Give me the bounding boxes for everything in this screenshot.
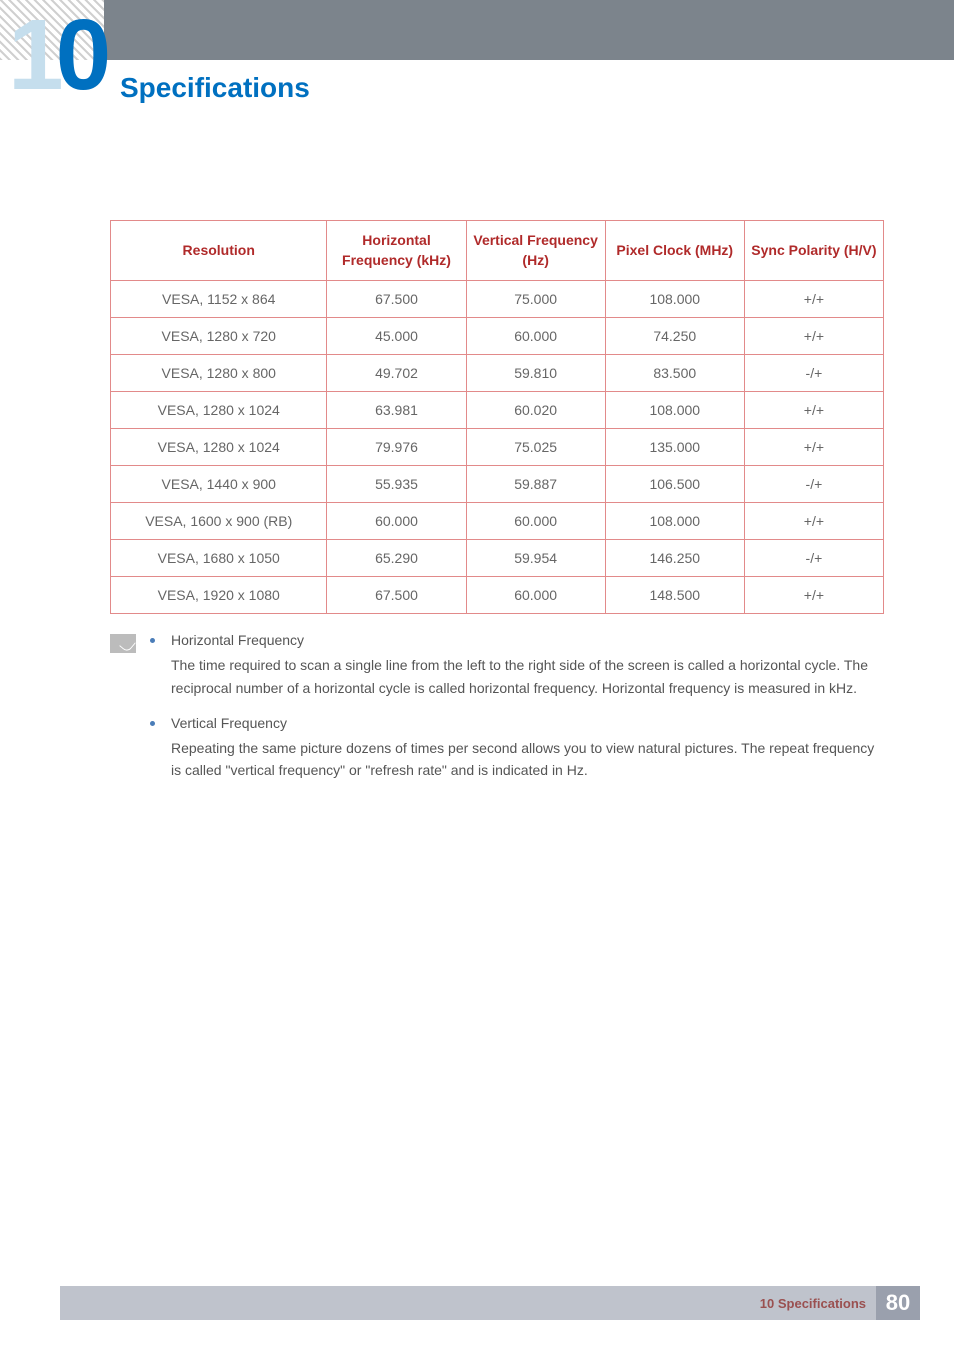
- spec-table: Resolution Horizontal Frequency (kHz) Ve…: [110, 220, 884, 614]
- cell-vfreq: 59.954: [466, 540, 605, 577]
- bullet-icon: [150, 721, 155, 726]
- table-row: VESA, 1920 x 1080 67.500 60.000 148.500 …: [111, 577, 884, 614]
- cell-pclk: 108.000: [605, 392, 744, 429]
- table-row: VESA, 1280 x 800 49.702 59.810 83.500 -/…: [111, 355, 884, 392]
- cell-pclk: 83.500: [605, 355, 744, 392]
- table-row: VESA, 1680 x 1050 65.290 59.954 146.250 …: [111, 540, 884, 577]
- table-row: VESA, 1600 x 900 (RB) 60.000 60.000 108.…: [111, 503, 884, 540]
- cell-hfreq: 67.500: [327, 577, 466, 614]
- cell-pclk: 74.250: [605, 318, 744, 355]
- cell-pclk: 135.000: [605, 429, 744, 466]
- cell-vfreq: 60.020: [466, 392, 605, 429]
- cell-resolution: VESA, 1600 x 900 (RB): [111, 503, 327, 540]
- cell-vfreq: 60.000: [466, 318, 605, 355]
- note-desc: Repeating the same picture dozens of tim…: [171, 737, 884, 782]
- table-row: VESA, 1280 x 1024 63.981 60.020 108.000 …: [111, 392, 884, 429]
- cell-sync: -/+: [744, 540, 883, 577]
- table-row: VESA, 1152 x 864 67.500 75.000 108.000 +…: [111, 281, 884, 318]
- cell-vfreq: 60.000: [466, 503, 605, 540]
- cell-vfreq: 59.810: [466, 355, 605, 392]
- cell-sync: +/+: [744, 577, 883, 614]
- cell-hfreq: 60.000: [327, 503, 466, 540]
- chapter-title: Specifications: [120, 72, 310, 104]
- table-body: VESA, 1152 x 864 67.500 75.000 108.000 +…: [111, 281, 884, 614]
- cell-resolution: VESA, 1280 x 1024: [111, 429, 327, 466]
- note-title: Vertical Frequency: [171, 715, 287, 731]
- footer-label: 10 Specifications: [760, 1296, 866, 1311]
- table-row: VESA, 1280 x 1024 79.976 75.025 135.000 …: [111, 429, 884, 466]
- cell-sync: +/+: [744, 429, 883, 466]
- col-resolution: Resolution: [111, 221, 327, 281]
- chapter-digit-1: 1: [8, 0, 56, 111]
- note-item: Vertical Frequency Repeating the same pi…: [150, 715, 884, 782]
- cell-resolution: VESA, 1280 x 800: [111, 355, 327, 392]
- cell-resolution: VESA, 1440 x 900: [111, 466, 327, 503]
- bullet-icon: [150, 638, 155, 643]
- col-vfreq: Vertical Frequency (Hz): [466, 221, 605, 281]
- table-header-row: Resolution Horizontal Frequency (kHz) Ve…: [111, 221, 884, 281]
- cell-pclk: 148.500: [605, 577, 744, 614]
- col-pclk: Pixel Clock (MHz): [605, 221, 744, 281]
- cell-hfreq: 45.000: [327, 318, 466, 355]
- cell-resolution: VESA, 1920 x 1080: [111, 577, 327, 614]
- notes-section: Horizontal Frequency The time required t…: [110, 632, 884, 798]
- cell-hfreq: 63.981: [327, 392, 466, 429]
- note-icon: [110, 634, 136, 653]
- chapter-digit-2: 0: [56, 0, 104, 111]
- cell-sync: +/+: [744, 281, 883, 318]
- note-title: Horizontal Frequency: [171, 632, 304, 648]
- cell-vfreq: 59.887: [466, 466, 605, 503]
- cell-sync: -/+: [744, 466, 883, 503]
- table-row: VESA, 1440 x 900 55.935 59.887 106.500 -…: [111, 466, 884, 503]
- chapter-number: 10: [8, 10, 103, 100]
- table-row: VESA, 1280 x 720 45.000 60.000 74.250 +/…: [111, 318, 884, 355]
- cell-sync: +/+: [744, 392, 883, 429]
- footer-bar: 10 Specifications 80: [60, 1286, 920, 1320]
- cell-pclk: 108.000: [605, 503, 744, 540]
- cell-hfreq: 55.935: [327, 466, 466, 503]
- col-sync: Sync Polarity (H/V): [744, 221, 883, 281]
- cell-resolution: VESA, 1280 x 1024: [111, 392, 327, 429]
- note-desc: The time required to scan a single line …: [171, 654, 884, 699]
- cell-resolution: VESA, 1680 x 1050: [111, 540, 327, 577]
- header-bar: [104, 0, 954, 60]
- cell-hfreq: 65.290: [327, 540, 466, 577]
- cell-pclk: 146.250: [605, 540, 744, 577]
- cell-sync: -/+: [744, 355, 883, 392]
- cell-vfreq: 75.025: [466, 429, 605, 466]
- col-hfreq: Horizontal Frequency (kHz): [327, 221, 466, 281]
- cell-hfreq: 49.702: [327, 355, 466, 392]
- cell-vfreq: 75.000: [466, 281, 605, 318]
- footer-page: 80: [876, 1286, 920, 1320]
- cell-hfreq: 67.500: [327, 281, 466, 318]
- cell-hfreq: 79.976: [327, 429, 466, 466]
- cell-pclk: 106.500: [605, 466, 744, 503]
- cell-sync: +/+: [744, 503, 883, 540]
- cell-pclk: 108.000: [605, 281, 744, 318]
- cell-resolution: VESA, 1280 x 720: [111, 318, 327, 355]
- note-item: Horizontal Frequency The time required t…: [150, 632, 884, 699]
- content-area: Resolution Horizontal Frequency (kHz) Ve…: [110, 220, 884, 798]
- cell-sync: +/+: [744, 318, 883, 355]
- cell-vfreq: 60.000: [466, 577, 605, 614]
- note-body: Horizontal Frequency The time required t…: [150, 632, 884, 798]
- cell-resolution: VESA, 1152 x 864: [111, 281, 327, 318]
